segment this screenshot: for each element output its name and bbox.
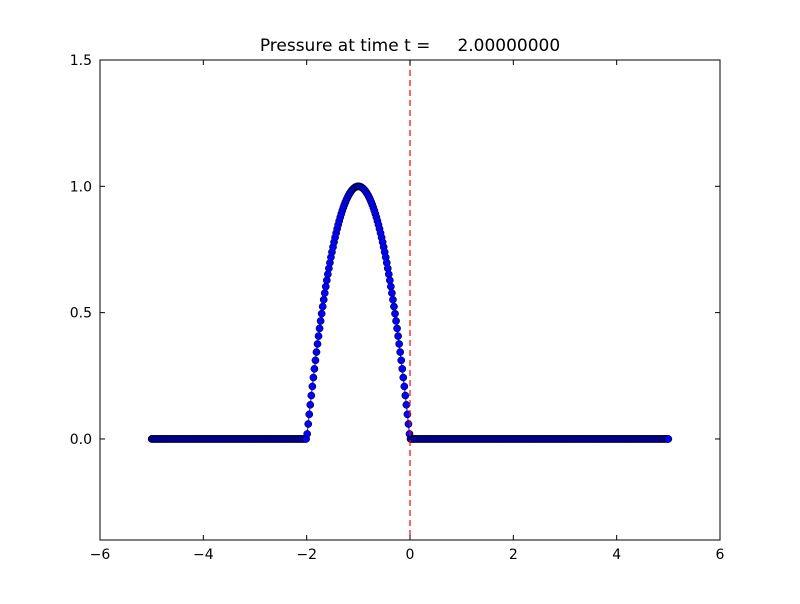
- x-tick-label: 2: [509, 547, 518, 563]
- data-point: [315, 324, 324, 333]
- data-point: [389, 295, 397, 304]
- data-point: [314, 332, 323, 340]
- data-point: [394, 332, 402, 340]
- data-point: [320, 289, 329, 297]
- data-point: [313, 340, 322, 348]
- data-point: [304, 420, 313, 428]
- axes-layer: −6 −4 −2 0 2 4 6 0.0 0.5 1.0 1.5: [70, 53, 725, 563]
- x-tick-label: 6: [716, 547, 725, 563]
- data-point: [396, 348, 405, 356]
- x-tick-label: −6: [90, 547, 111, 563]
- data-point: [307, 391, 316, 400]
- data-point: [321, 282, 330, 291]
- data-point: [312, 348, 321, 356]
- data-point: [395, 340, 403, 348]
- data-point: [387, 282, 395, 291]
- data-point: [390, 302, 398, 311]
- series-layer: [147, 182, 673, 443]
- data-point: [303, 430, 312, 438]
- chart-title: Pressure at time t = 2.00000000: [259, 36, 561, 56]
- data-point: [391, 309, 399, 318]
- data-point: [392, 317, 400, 325]
- data-point: [404, 420, 413, 428]
- data-point: [388, 289, 396, 297]
- data-point: [401, 391, 410, 400]
- data-point: [308, 382, 317, 391]
- data-point: [311, 356, 320, 365]
- data-point: [316, 317, 325, 325]
- data-point: [398, 364, 407, 373]
- data-point: [318, 302, 327, 311]
- x-tick-label: 0: [406, 547, 415, 563]
- data-point: [402, 400, 411, 409]
- y-tick-label: 0.0: [70, 432, 92, 448]
- data-point: [399, 373, 408, 382]
- y-tick-label: 1.0: [70, 179, 92, 195]
- data-point: [664, 435, 673, 443]
- data-point: [403, 410, 412, 419]
- data-point: [317, 309, 326, 318]
- data-point: [397, 356, 406, 365]
- data-point: [400, 382, 409, 391]
- data-point: [305, 410, 314, 419]
- y-tick-label: 1.5: [70, 53, 92, 69]
- x-tick-label: 4: [612, 547, 621, 563]
- data-point: [393, 324, 401, 333]
- data-point: [306, 400, 315, 409]
- x-tick-label: −4: [193, 547, 214, 563]
- data-point: [309, 373, 318, 382]
- data-point: [386, 276, 394, 285]
- data-point: [319, 295, 328, 304]
- data-point: [310, 364, 319, 373]
- y-tick-label: 0.5: [70, 306, 92, 322]
- x-tick-label: −2: [296, 547, 317, 563]
